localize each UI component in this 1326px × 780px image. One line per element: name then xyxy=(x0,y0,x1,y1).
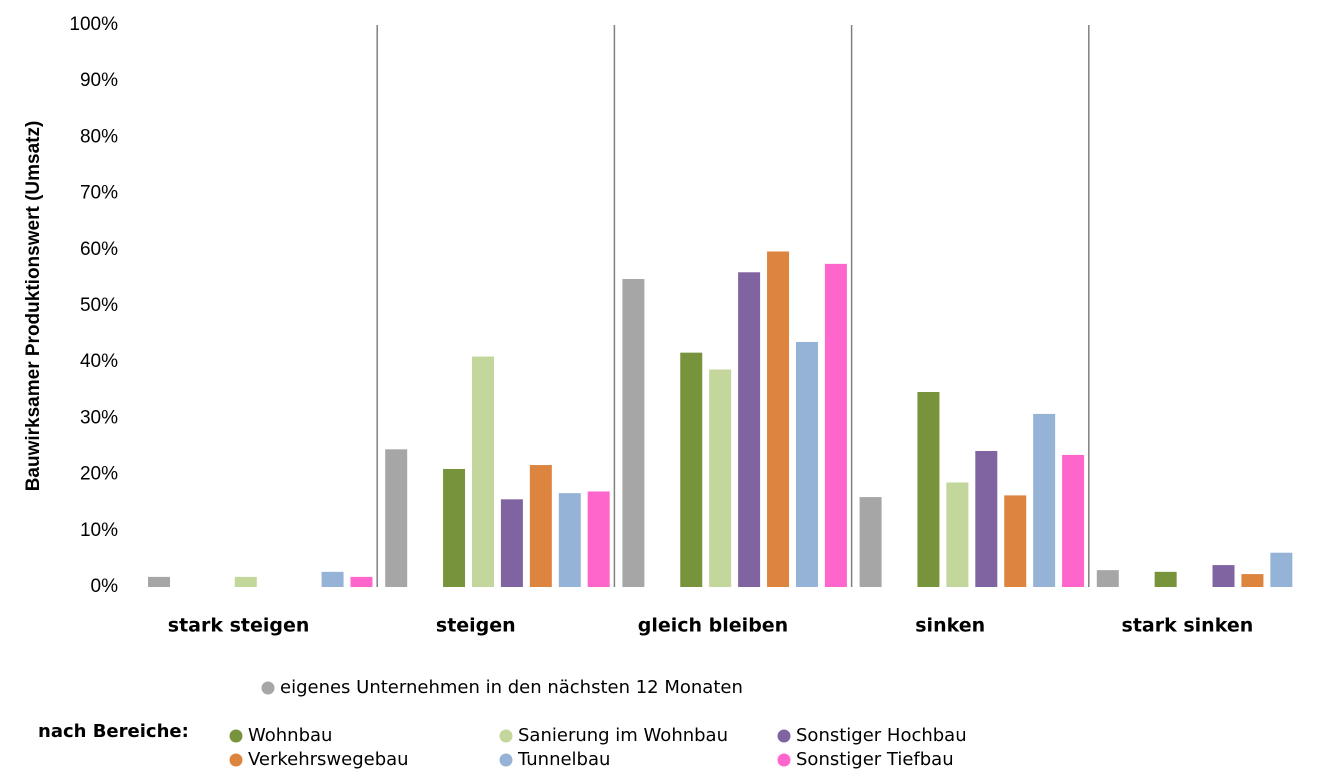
bar xyxy=(738,272,761,587)
bar xyxy=(1212,565,1235,587)
bar xyxy=(234,576,257,587)
legend-swatch xyxy=(499,729,513,743)
bar xyxy=(321,571,344,587)
legend-label: Verkehrswegebau xyxy=(248,749,409,770)
x-tick-label: steigen xyxy=(436,615,516,637)
bar xyxy=(975,450,998,587)
bar xyxy=(1004,495,1027,587)
y-tick-label: 30% xyxy=(80,407,118,428)
legend-title: nach Bereiche: xyxy=(38,721,189,742)
bar xyxy=(443,468,466,587)
y-tick-label: 40% xyxy=(80,351,118,372)
legend-label: Sonstiger Hochbau xyxy=(796,725,967,746)
legend-swatch xyxy=(777,729,791,743)
bar xyxy=(587,491,610,587)
bar xyxy=(709,369,732,587)
bar xyxy=(824,263,847,587)
legend-label: Wohnbau xyxy=(248,725,332,746)
bar xyxy=(1062,454,1085,587)
bar xyxy=(1033,413,1056,587)
legend-swatch xyxy=(261,681,275,695)
bar xyxy=(385,449,408,587)
bar xyxy=(1096,570,1119,587)
legend-label: Sanierung im Wohnbau xyxy=(518,725,728,746)
bar xyxy=(558,493,581,587)
legend-swatch xyxy=(777,753,791,767)
bar xyxy=(500,499,523,587)
legend-swatch xyxy=(499,753,513,767)
bar xyxy=(471,356,494,587)
bar xyxy=(1241,574,1264,587)
bar xyxy=(350,576,373,587)
y-tick-label: 70% xyxy=(80,183,118,204)
bar xyxy=(680,352,703,587)
legend-swatch xyxy=(229,753,243,767)
y-tick-label: 80% xyxy=(80,126,118,147)
bar xyxy=(1154,571,1177,587)
y-tick-label: 50% xyxy=(80,295,118,316)
y-tick-label: 100% xyxy=(69,14,118,35)
legend-swatch xyxy=(229,729,243,743)
bar xyxy=(148,576,170,587)
bar xyxy=(795,341,818,587)
bar xyxy=(1270,552,1293,587)
y-tick-label: 10% xyxy=(80,520,118,541)
legend-label: eigenes Unternehmen in den nächsten 12 M… xyxy=(280,677,743,698)
bar xyxy=(859,497,882,587)
bar xyxy=(529,465,552,587)
x-tick-label: stark steigen xyxy=(168,615,310,637)
legend-label: Sonstiger Tiefbau xyxy=(796,749,954,770)
y-tick-label: 60% xyxy=(80,239,118,260)
y-tick-label: 90% xyxy=(80,70,118,91)
bar xyxy=(622,279,645,587)
y-axis-label: Bauwirksamer Produktionswert (Umsatz) xyxy=(23,121,44,492)
x-tick-label: gleich bleiben xyxy=(638,615,788,637)
bar xyxy=(917,391,940,587)
legend-label: Tunnelbau xyxy=(517,749,610,770)
y-tick-label: 20% xyxy=(80,464,118,485)
bar xyxy=(946,482,969,587)
bar xyxy=(767,251,790,587)
y-tick-label: 0% xyxy=(91,576,119,597)
x-tick-label: stark sinken xyxy=(1122,615,1254,637)
x-tick-label: sinken xyxy=(915,615,985,637)
